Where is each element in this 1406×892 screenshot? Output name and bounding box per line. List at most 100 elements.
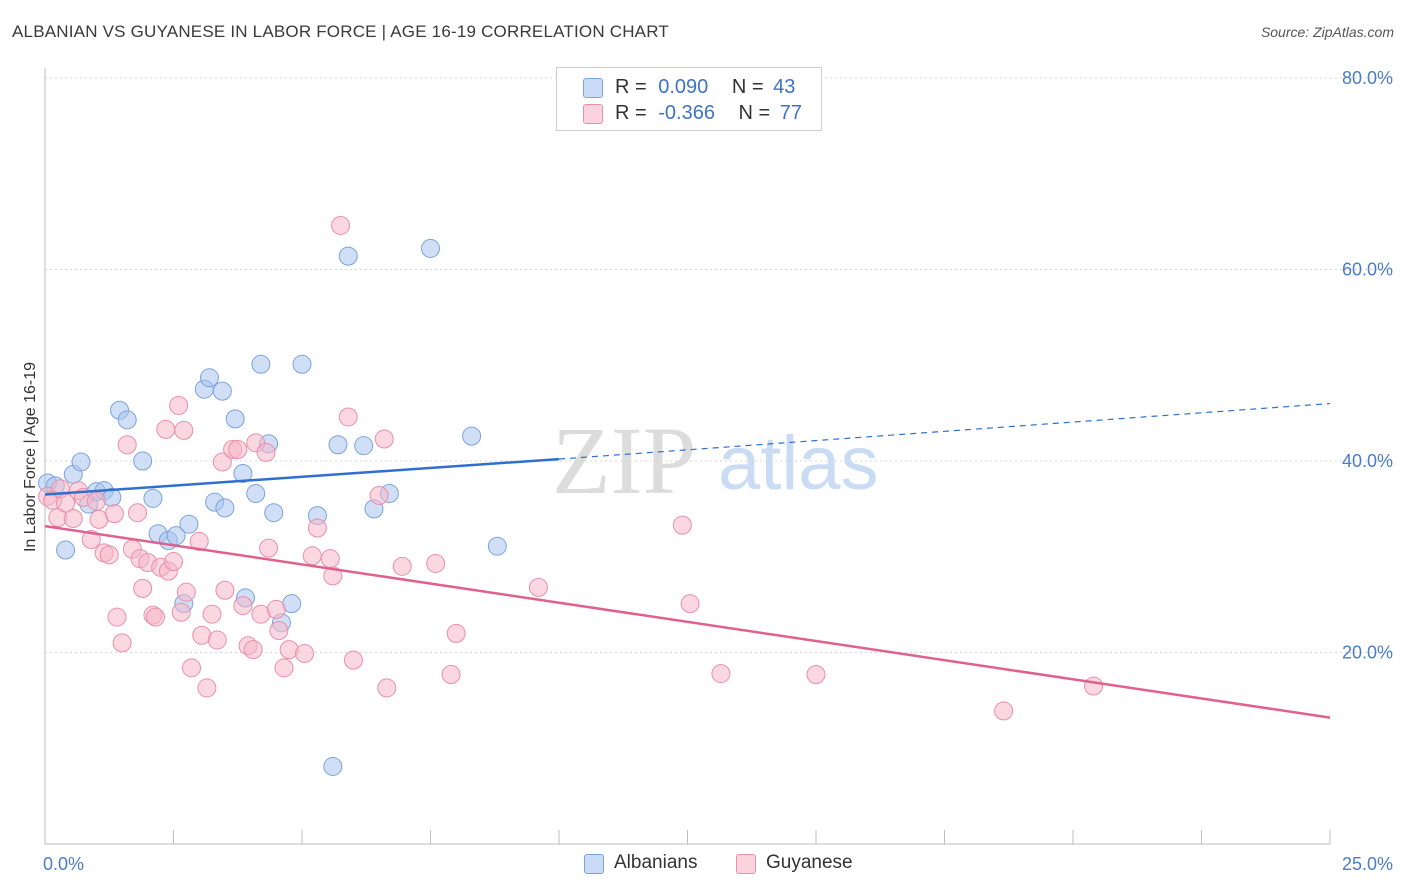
- data-point-guyanese: [323, 566, 343, 586]
- bottom-swatch-albanians: [584, 854, 604, 874]
- data-point-guyanese: [181, 658, 201, 678]
- data-point-guyanese: [426, 553, 446, 573]
- data-point-guyanese: [256, 442, 276, 462]
- data-point-albanians: [179, 514, 199, 534]
- data-point-guyanese: [174, 420, 194, 440]
- data-point-albanians: [71, 452, 91, 472]
- data-point-albanians: [246, 484, 266, 504]
- data-point-albanians: [264, 503, 284, 523]
- data-point-albanians: [354, 436, 374, 456]
- data-point-albanians: [338, 246, 358, 266]
- axes: [44, 68, 1331, 845]
- data-point-guyanese: [374, 429, 394, 449]
- data-point-guyanese: [680, 594, 700, 614]
- data-point-albanians: [117, 410, 137, 430]
- data-point-albanians: [292, 354, 312, 374]
- data-point-guyanese: [212, 452, 232, 472]
- data-point-albanians: [56, 540, 76, 560]
- data-point-guyanese: [331, 215, 351, 235]
- trend-line-extension-albanians: [558, 402, 1331, 460]
- axis-labels: In Labor Force | Age 16-19 20.0% 40.0% 60.…: [22, 68, 1393, 874]
- data-point-guyanese: [343, 650, 363, 670]
- trend-layer: [44, 402, 1331, 719]
- grid-lines: [45, 77, 1392, 653]
- y-tick-label: 20.0%: [1342, 643, 1393, 663]
- data-point-guyanese: [146, 607, 166, 627]
- data-point-albanians: [251, 354, 271, 374]
- data-point-albanians: [215, 498, 235, 518]
- data-point-guyanese: [171, 602, 191, 622]
- y-tick-label: 40.0%: [1342, 451, 1393, 471]
- data-point-guyanese: [99, 545, 119, 565]
- data-point-guyanese: [63, 508, 83, 528]
- data-point-guyanese: [266, 599, 286, 619]
- data-point-guyanese: [274, 658, 294, 678]
- data-point-guyanese: [189, 531, 209, 551]
- data-point-albanians: [487, 536, 507, 556]
- data-point-guyanese: [128, 503, 148, 523]
- data-point-guyanese: [320, 549, 340, 569]
- legend-swatch-guyanese: [583, 104, 603, 124]
- legend-n-value: 77: [779, 102, 803, 124]
- data-point-guyanese: [441, 665, 461, 685]
- y-tick-label: 80.0%: [1342, 68, 1393, 88]
- data-point-guyanese: [228, 440, 248, 460]
- data-point-guyanese: [107, 607, 127, 627]
- trend-line-albanians: [44, 457, 560, 496]
- bottom-swatch-guyanese: [736, 854, 756, 874]
- data-point-guyanese: [672, 515, 692, 535]
- x-tick-label: 0.0%: [43, 854, 84, 874]
- legend-r-value: -0.366: [658, 102, 715, 124]
- data-point-albanians: [212, 381, 232, 401]
- data-point-guyanese: [156, 419, 176, 439]
- legend-n-label: N =: [738, 102, 771, 124]
- watermark-atlas: atlas: [718, 421, 879, 506]
- data-point-guyanese: [117, 435, 137, 455]
- data-point-guyanese: [446, 623, 466, 643]
- data-point-guyanese: [269, 620, 289, 640]
- y-tick-label: 60.0%: [1342, 260, 1393, 280]
- data-point-albanians: [199, 368, 219, 388]
- data-point-guyanese: [197, 678, 217, 698]
- data-point-guyanese: [207, 630, 227, 650]
- data-point-guyanese: [338, 407, 358, 427]
- data-point-guyanese: [176, 582, 196, 602]
- data-point-albanians: [462, 426, 482, 446]
- legend-n-value: 43: [773, 76, 796, 98]
- data-point-guyanese: [259, 538, 279, 558]
- data-point-guyanese: [164, 552, 183, 572]
- data-point-guyanese: [295, 643, 315, 663]
- bottom-legend-label: Albanians: [614, 852, 698, 873]
- data-point-guyanese: [806, 665, 826, 685]
- data-point-guyanese: [1084, 676, 1104, 696]
- data-point-albanians: [328, 435, 348, 455]
- legend-swatch-albanians: [583, 78, 603, 98]
- data-point-albanians: [233, 463, 253, 483]
- data-point-guyanese: [243, 640, 263, 660]
- data-point-guyanese: [81, 530, 101, 550]
- legend-r-label: R =: [615, 102, 647, 124]
- data-point-guyanese: [86, 491, 106, 511]
- data-point-guyanese: [112, 633, 132, 653]
- data-point-albanians: [225, 409, 245, 429]
- data-point-guyanese: [215, 580, 235, 600]
- data-point-guyanese: [369, 485, 389, 505]
- data-point-guyanese: [202, 604, 222, 624]
- data-point-albanians: [143, 488, 163, 508]
- data-point-guyanese: [133, 578, 153, 598]
- x-tick-label: 25.0%: [1342, 854, 1393, 874]
- data-point-guyanese: [169, 395, 189, 415]
- stats-legend: R = 0.090 N = 43 R = -0.366 N = 77: [556, 67, 822, 131]
- data-point-guyanese: [711, 664, 731, 684]
- watermark-zip: ZIP: [552, 407, 696, 514]
- y-axis-title: In Labor Force | Age 16-19: [22, 362, 39, 552]
- legend-r-value: 0.090: [658, 76, 709, 98]
- data-point-guyanese: [392, 556, 412, 576]
- data-point-guyanese: [302, 546, 322, 566]
- source-label: Source: ZipAtlas.com: [1260, 24, 1394, 40]
- points-layer: [38, 215, 1104, 776]
- legend-n-label: N =: [731, 76, 764, 98]
- legend-r-label: R =: [615, 76, 647, 98]
- chart-title: ALBANIAN VS GUYANESE IN LABOR FORCE | AG…: [12, 22, 669, 41]
